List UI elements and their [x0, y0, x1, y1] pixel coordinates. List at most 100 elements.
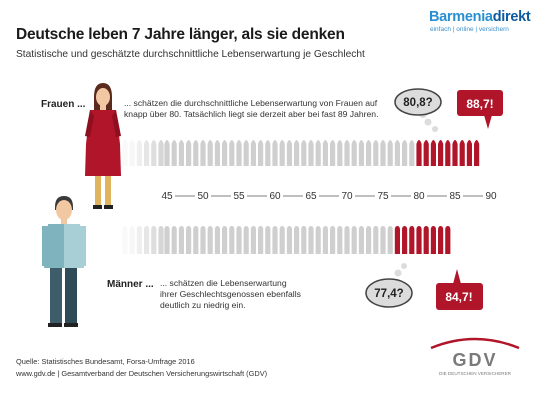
- gdv-logo: GDV DIE DEUTSCHEN VERSICHERER: [425, 334, 525, 383]
- women-actual-label: 88,7!: [466, 97, 493, 111]
- estimated-year-icon: [315, 226, 321, 254]
- estimated-year-icon: [272, 226, 278, 254]
- brand-tagline: einfach | online | versichern: [430, 26, 509, 33]
- estimated-year-icon: [243, 140, 249, 166]
- estimated-year-icon: [186, 226, 192, 254]
- woman-figure-icon: [85, 83, 121, 209]
- actual-year-icon: [445, 226, 451, 254]
- estimated-year-icon: [279, 140, 285, 166]
- barmenia-logo: Barmeniadirekt: [429, 9, 531, 25]
- men-text-line-3: deutlich zu niedrig ein.: [160, 300, 246, 310]
- faded-icon: [136, 226, 142, 254]
- gdv-logo-tagline: DIE DEUTSCHEN VERSICHERER: [439, 371, 512, 376]
- brand-name-part1: Barmenia: [429, 9, 493, 25]
- actual-year-icon: [423, 140, 429, 166]
- faded-icon: [151, 140, 157, 166]
- faded-icon: [136, 140, 142, 166]
- estimated-year-icon: [301, 226, 307, 254]
- estimated-year-icon: [250, 140, 256, 166]
- actual-year-icon: [416, 140, 422, 166]
- gdv-logo-name: GDV: [452, 350, 497, 370]
- estimated-year-icon: [164, 226, 170, 254]
- estimated-year-icon: [366, 226, 372, 254]
- estimated-year-icon: [207, 226, 213, 254]
- women-text-line-1: ... schätzen die durchschnittliche Leben…: [124, 98, 378, 108]
- estimated-year-icon: [286, 226, 292, 254]
- estimated-year-icon: [265, 226, 271, 254]
- estimated-year-icon: [351, 140, 357, 166]
- estimated-year-icon: [171, 226, 177, 254]
- estimated-year-icon: [344, 140, 350, 166]
- estimated-year-icon: [265, 140, 271, 166]
- estimated-year-icon: [272, 140, 278, 166]
- men-estimate-bubble: [365, 263, 413, 308]
- axis-tick-label: 85: [449, 191, 461, 202]
- estimated-year-icon: [322, 140, 328, 166]
- estimated-year-icon: [402, 140, 408, 166]
- faded-icon: [151, 226, 157, 254]
- estimated-year-icon: [394, 140, 400, 166]
- faded-icon: [129, 226, 135, 254]
- estimated-year-icon: [294, 226, 300, 254]
- estimated-year-icon: [222, 140, 228, 166]
- axis-tick-label: 50: [197, 191, 209, 202]
- estimated-year-icon: [193, 226, 199, 254]
- brand-name-part2: direkt: [492, 9, 531, 25]
- estimated-year-icon: [351, 226, 357, 254]
- men-estimate-label: 77,4?: [374, 288, 403, 300]
- gdv-logo-icon: GDV DIE DEUTSCHEN VERSICHERER: [430, 337, 520, 376]
- age-axis: 45 50 55 60 65 70 75 80 85 90: [161, 191, 497, 202]
- actual-year-icon: [445, 140, 451, 166]
- chart-title: Deutsche leben 7 Jahre länger, als sie d…: [16, 26, 345, 43]
- site-note: www.gdv.de | Gesamtverband der Deutschen…: [16, 369, 268, 378]
- women-label: Frauen ...: [41, 99, 86, 110]
- actual-year-icon: [416, 226, 422, 254]
- faded-icon: [158, 226, 164, 254]
- estimated-year-icon: [294, 140, 300, 166]
- men-text-line-2: ihrer Geschlechtsgenossen ebenfalls: [160, 289, 301, 299]
- actual-year-icon: [394, 226, 400, 254]
- estimated-year-icon: [330, 226, 336, 254]
- estimated-year-icon: [315, 140, 321, 166]
- actual-year-icon: [438, 226, 444, 254]
- axis-tick-label: 60: [269, 191, 281, 202]
- estimated-year-icon: [236, 226, 242, 254]
- estimated-year-icon: [222, 226, 228, 254]
- estimated-year-icon: [200, 140, 206, 166]
- men-label: Männer ...: [107, 279, 154, 290]
- women-actual-box: [457, 90, 503, 129]
- estimated-year-icon: [178, 226, 184, 254]
- estimated-year-icon: [279, 226, 285, 254]
- men-life-expectancy-row: [122, 226, 451, 254]
- faded-icon: [158, 140, 164, 166]
- estimated-year-icon: [258, 140, 264, 166]
- estimated-year-icon: [337, 140, 343, 166]
- estimated-year-icon: [214, 226, 220, 254]
- estimated-year-icon: [337, 226, 343, 254]
- actual-year-icon: [474, 140, 480, 166]
- faded-icon: [144, 140, 150, 166]
- actual-year-icon: [452, 140, 458, 166]
- estimated-year-icon: [193, 140, 199, 166]
- estimated-year-icon: [229, 140, 235, 166]
- men-actual-box: [436, 269, 483, 310]
- women-estimate-label: 80,8?: [403, 97, 432, 109]
- estimated-year-icon: [380, 226, 386, 254]
- axis-tick-label: 70: [341, 191, 353, 202]
- actual-year-icon: [423, 226, 429, 254]
- man-figure-icon: [42, 196, 86, 327]
- women-estimate-bubble: [394, 88, 442, 132]
- estimated-year-icon: [236, 140, 242, 166]
- estimated-year-icon: [207, 140, 213, 166]
- axis-tick-label: 90: [485, 191, 497, 202]
- axis-tick-label: 80: [413, 191, 425, 202]
- actual-year-icon: [402, 226, 408, 254]
- estimated-year-icon: [330, 140, 336, 166]
- estimated-year-icon: [171, 140, 177, 166]
- estimated-year-icon: [308, 226, 314, 254]
- estimated-year-icon: [344, 226, 350, 254]
- actual-year-icon: [459, 140, 465, 166]
- chart-subtitle: Statistische und geschätzte durchschnitt…: [16, 49, 365, 60]
- actual-year-icon: [438, 140, 444, 166]
- estimated-year-icon: [214, 140, 220, 166]
